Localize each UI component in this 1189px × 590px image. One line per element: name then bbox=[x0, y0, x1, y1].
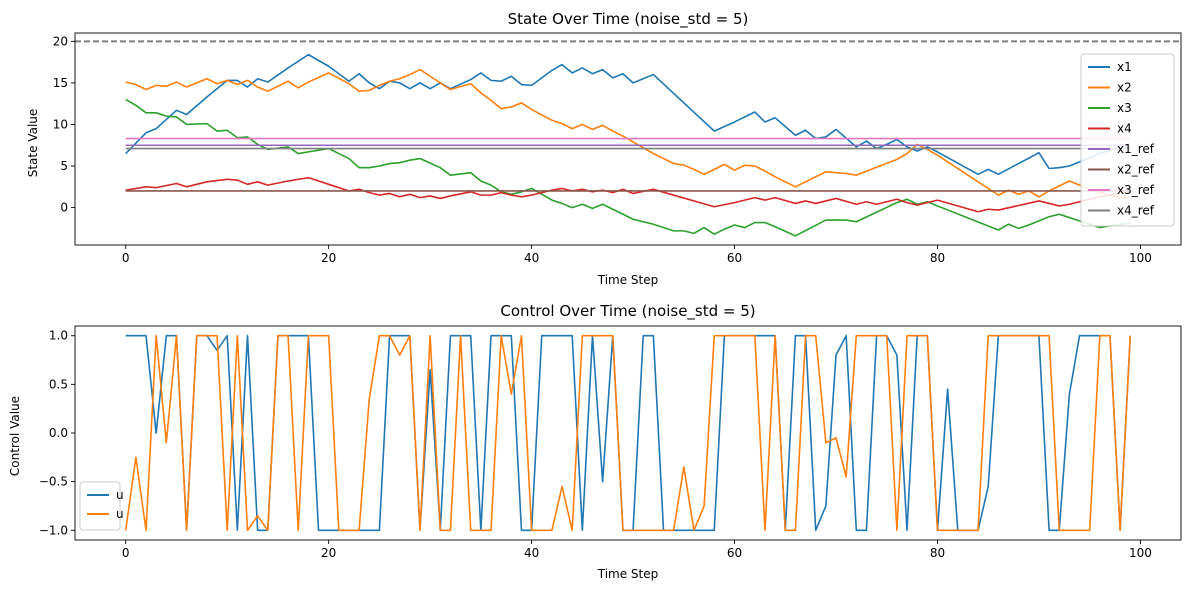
control-chart: Control Over Time (noise_std = 5) Time S… bbox=[8, 302, 1182, 581]
legend-label: x4 bbox=[1117, 122, 1132, 136]
y-tick-label: 20 bbox=[53, 34, 68, 48]
series-line-x2 bbox=[125, 68, 1131, 199]
y-tick-label: 0.5 bbox=[49, 377, 68, 391]
series-line-x1 bbox=[125, 53, 1131, 176]
y-tick-label: 0 bbox=[60, 201, 68, 215]
legend: x1 x2 x3 x4 x1_ref x2_ref x3_ref x4_ref bbox=[1080, 53, 1175, 227]
x-tick-label: 20 bbox=[321, 251, 336, 265]
chart-title: State Over Time (noise_std = 5) bbox=[508, 10, 749, 29]
chart-title: Control Over Time (noise_std = 5) bbox=[500, 302, 755, 321]
x-tick-label: 20 bbox=[321, 546, 336, 560]
legend-label: x4_ref bbox=[1117, 204, 1155, 218]
y-axis-label: State Value bbox=[26, 109, 40, 178]
x-tick-label: 40 bbox=[524, 251, 539, 265]
x-tick-label: 60 bbox=[727, 546, 742, 560]
y-axis-label: Control Value bbox=[8, 396, 22, 476]
x-tick-label: 80 bbox=[930, 546, 945, 560]
x-tick-label: 100 bbox=[1129, 546, 1152, 560]
legend-label: x3 bbox=[1117, 101, 1132, 115]
series-line-x3 bbox=[125, 98, 1131, 237]
y-tick-label: 0.0 bbox=[49, 426, 68, 440]
x-tick-label: 0 bbox=[122, 251, 130, 265]
plot-frame bbox=[74, 325, 1182, 541]
legend-box bbox=[1080, 53, 1175, 227]
legend-label: u bbox=[116, 488, 124, 502]
x-tick-label: 0 bbox=[122, 546, 130, 560]
plot-frame bbox=[74, 32, 1182, 246]
y-tick-label: 1.0 bbox=[49, 329, 68, 343]
legend-label: x1 bbox=[1117, 60, 1132, 74]
x-axis-label: Time Step bbox=[597, 273, 659, 287]
legend-box bbox=[79, 481, 121, 531]
x-axis-label: Time Step bbox=[597, 567, 659, 581]
legend-label: u bbox=[116, 507, 124, 521]
y-tick-label: 5 bbox=[60, 159, 68, 173]
legend-label: x2_ref bbox=[1117, 163, 1155, 177]
y-tick-label: −0.5 bbox=[39, 475, 68, 489]
legend-label: x1_ref bbox=[1117, 142, 1155, 156]
x-tick-label: 60 bbox=[727, 251, 742, 265]
y-tick-label: 15 bbox=[53, 76, 68, 90]
x-tick-label: 40 bbox=[524, 546, 539, 560]
legend: uu bbox=[79, 481, 124, 531]
state-chart: State Over Time (noise_std = 5) Time Ste… bbox=[26, 10, 1182, 287]
legend-label: x3_ref bbox=[1117, 183, 1155, 197]
legend-label: x2 bbox=[1117, 81, 1132, 95]
y-tick-label: −1.0 bbox=[39, 523, 68, 537]
y-tick-label: 10 bbox=[53, 117, 68, 131]
x-tick-label: 100 bbox=[1129, 251, 1152, 265]
x-tick-label: 80 bbox=[930, 251, 945, 265]
series-line-u-2 bbox=[124, 334, 1132, 532]
